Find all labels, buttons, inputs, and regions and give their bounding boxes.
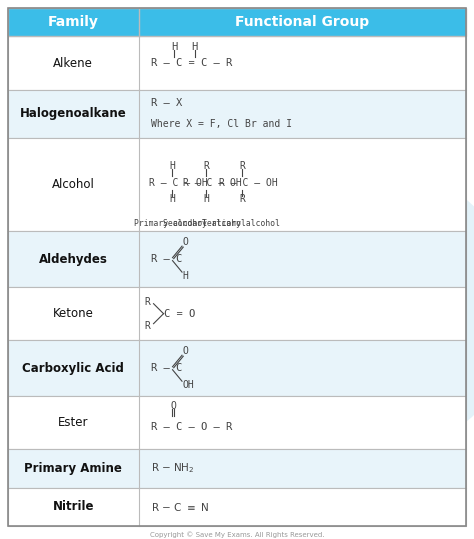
Text: R – C: R – C [151, 254, 182, 264]
Text: R: R [203, 161, 209, 171]
Text: R – C – O – R: R – C – O – R [151, 422, 232, 432]
Text: Tertiary alcohol: Tertiary alcohol [201, 219, 280, 227]
FancyBboxPatch shape [8, 396, 466, 450]
Text: R – C – OH: R – C – OH [148, 178, 207, 188]
Text: O: O [182, 237, 188, 247]
FancyBboxPatch shape [8, 340, 466, 396]
Text: O: O [182, 346, 188, 356]
Text: R – C – OH: R – C – OH [182, 178, 241, 188]
Text: R – C = C – R: R – C = C – R [151, 58, 232, 68]
FancyBboxPatch shape [8, 37, 466, 89]
FancyBboxPatch shape [8, 89, 466, 138]
Text: Primary Amine: Primary Amine [24, 462, 122, 475]
Text: H: H [191, 42, 198, 52]
Text: R – X: R – X [151, 98, 182, 108]
Text: R – C: R – C [151, 363, 182, 373]
Text: H: H [169, 161, 175, 171]
Text: Alcohol: Alcohol [52, 178, 95, 191]
Text: Halogenoalkane: Halogenoalkane [20, 107, 127, 120]
Text: Secondary alcohol: Secondary alcohol [163, 219, 246, 227]
Text: H: H [203, 194, 209, 204]
Text: H: H [182, 271, 188, 281]
Text: Primary alcohol: Primary alcohol [134, 219, 207, 227]
Text: H: H [171, 42, 177, 52]
Text: Alkene: Alkene [54, 57, 93, 70]
FancyBboxPatch shape [8, 8, 466, 37]
Text: H: H [169, 194, 175, 204]
Text: O: O [171, 401, 177, 411]
Text: Nitrile: Nitrile [53, 500, 94, 513]
Text: R: R [239, 194, 245, 204]
Text: Where X = F, Cl Br and I: Where X = F, Cl Br and I [151, 120, 292, 129]
Text: OH: OH [182, 380, 194, 390]
FancyBboxPatch shape [8, 450, 466, 488]
Text: Copyright © Save My Exams. All Rights Reserved.: Copyright © Save My Exams. All Rights Re… [150, 531, 324, 538]
Text: R – C – OH: R – C – OH [219, 178, 277, 188]
Text: R: R [144, 321, 150, 331]
FancyBboxPatch shape [8, 287, 466, 340]
Text: Family: Family [48, 15, 99, 29]
Text: R: R [239, 161, 245, 171]
FancyBboxPatch shape [8, 231, 466, 287]
Ellipse shape [250, 166, 474, 451]
Text: Ketone: Ketone [53, 307, 94, 320]
Text: Functional Group: Functional Group [235, 15, 369, 29]
FancyBboxPatch shape [8, 138, 466, 231]
Text: R: R [144, 296, 150, 307]
Text: R $-$ C $\equiv$ N: R $-$ C $\equiv$ N [151, 501, 209, 513]
Text: R $-$ NH$_2$: R $-$ NH$_2$ [151, 461, 194, 475]
FancyBboxPatch shape [8, 488, 466, 526]
Text: Aldehydes: Aldehydes [39, 253, 108, 266]
Text: Carboxylic Acid: Carboxylic Acid [22, 362, 124, 375]
Text: Ester: Ester [58, 416, 89, 429]
Text: C = O: C = O [164, 309, 195, 319]
